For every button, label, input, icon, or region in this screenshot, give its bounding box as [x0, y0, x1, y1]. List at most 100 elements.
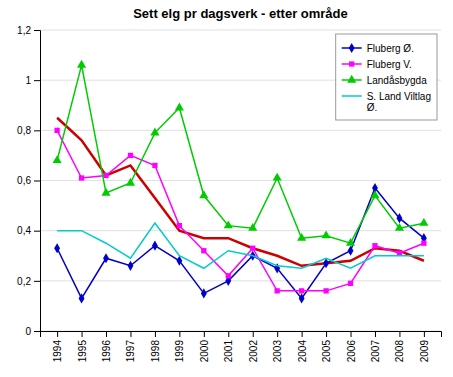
legend-symbol	[349, 61, 354, 66]
series-line	[57, 118, 424, 266]
point	[175, 102, 184, 110]
x-tick: 2008	[394, 331, 405, 362]
x-tick: 1998	[150, 331, 161, 362]
x-tick-label: 2005	[321, 340, 332, 363]
x-tick: 2000	[199, 331, 210, 362]
y-tick-label: 0	[25, 326, 31, 337]
point	[395, 223, 404, 231]
grid-line	[40, 180, 441, 181]
point	[224, 220, 233, 228]
x-tick: 1996	[101, 331, 112, 362]
x-tick-label: 2009	[419, 340, 430, 363]
x-tick: 1995	[77, 331, 88, 362]
y-tick: 1	[25, 75, 40, 86]
y-tick-mark	[34, 80, 40, 81]
point	[79, 175, 84, 180]
point	[128, 261, 134, 271]
y-tick-label: 0,8	[17, 125, 31, 136]
y-tick-mark	[34, 30, 40, 31]
point	[421, 241, 426, 246]
y-axis: 0 0,2 0,4 0,6 0,8 1 1,2	[17, 25, 40, 337]
legend-item: Fluberg Ø.	[342, 43, 414, 54]
x-tick-label: 2006	[346, 340, 357, 363]
x-tick-label: 2008	[394, 340, 405, 363]
legend-swatch	[342, 95, 362, 97]
point	[322, 230, 331, 238]
point	[128, 153, 133, 158]
x-tick-label: 2003	[272, 340, 283, 363]
x-tick-mark	[228, 331, 229, 337]
plot: 0 0,2 0,4 0,6 0,8 1 1,2 1994 1995 1996 1997 1998 199…	[17, 25, 441, 363]
point	[54, 243, 60, 253]
y-tick-label: 1,2	[17, 25, 31, 36]
legend-item: S. Land ViltlagØ.	[342, 91, 431, 113]
legend-label: Landåsbygda	[367, 75, 427, 86]
x-tick-mark	[399, 331, 400, 337]
legend-symbol	[347, 75, 356, 83]
point	[152, 241, 158, 251]
grid-line	[40, 30, 441, 31]
x-tick-label: 2000	[199, 340, 210, 363]
series-line	[57, 188, 424, 298]
x-tick-label: 2004	[297, 340, 308, 363]
point	[348, 246, 354, 256]
x-tick-label: 1998	[150, 340, 161, 363]
x-tick-mark	[204, 331, 205, 337]
x-tick: 2002	[248, 331, 259, 362]
x-tick: 2004	[297, 331, 308, 362]
point	[77, 60, 86, 68]
y-tick-label: 0,6	[17, 175, 31, 186]
x-tick-label: 1999	[174, 340, 185, 363]
y-tick: 0,2	[17, 276, 40, 287]
point	[201, 288, 207, 298]
grid	[40, 30, 441, 331]
legend-item: Fluberg V.	[342, 59, 412, 70]
point	[348, 281, 353, 286]
legend-label: Fluberg V.	[367, 59, 412, 70]
y-tick-label: 1	[25, 75, 31, 86]
y-tick-mark	[34, 231, 40, 232]
point	[199, 190, 208, 198]
point	[297, 233, 306, 241]
x-tick-label: 1996	[101, 340, 112, 363]
x-tick-label: 2001	[223, 340, 234, 363]
point	[299, 288, 304, 293]
point	[103, 253, 109, 263]
title: Sett elg pr dagsverk - etter område	[133, 6, 348, 21]
x-tick-mark	[277, 331, 278, 337]
x-tick-mark	[351, 331, 352, 337]
x-tick: 1997	[125, 331, 136, 362]
series-line	[57, 223, 424, 268]
point	[54, 128, 59, 133]
y-tick-mark	[34, 181, 40, 182]
y-tick: 1,2	[17, 25, 40, 36]
x-tick-mark	[57, 331, 58, 337]
point	[323, 288, 328, 293]
legend-frame	[336, 34, 437, 120]
y-tick: 0,4	[17, 225, 40, 236]
legend-label: Fluberg Ø.	[367, 43, 414, 54]
legend-item: Landåsbygda	[342, 75, 427, 86]
point	[370, 190, 379, 198]
x-tick-mark	[326, 331, 327, 337]
x-tick-mark	[130, 331, 131, 337]
x-tick: 1994	[52, 331, 63, 362]
point	[275, 288, 280, 293]
x-tick-mark	[179, 331, 180, 337]
x-tick: 2007	[370, 331, 381, 362]
point	[346, 238, 355, 246]
x-tick: 2006	[346, 331, 357, 362]
point	[126, 178, 135, 186]
y-tick: 0,6	[17, 175, 40, 186]
grid-line	[40, 130, 441, 131]
x-tick-label: 2002	[248, 340, 259, 363]
point	[372, 243, 377, 248]
x-tick: 2001	[223, 331, 234, 362]
y-tick: 0	[25, 326, 40, 337]
x-tick-label: 1995	[77, 340, 88, 363]
x-tick: 2003	[272, 331, 283, 362]
point	[150, 128, 159, 136]
x-tick: 2005	[321, 331, 332, 362]
point	[79, 293, 85, 303]
point	[177, 223, 182, 228]
